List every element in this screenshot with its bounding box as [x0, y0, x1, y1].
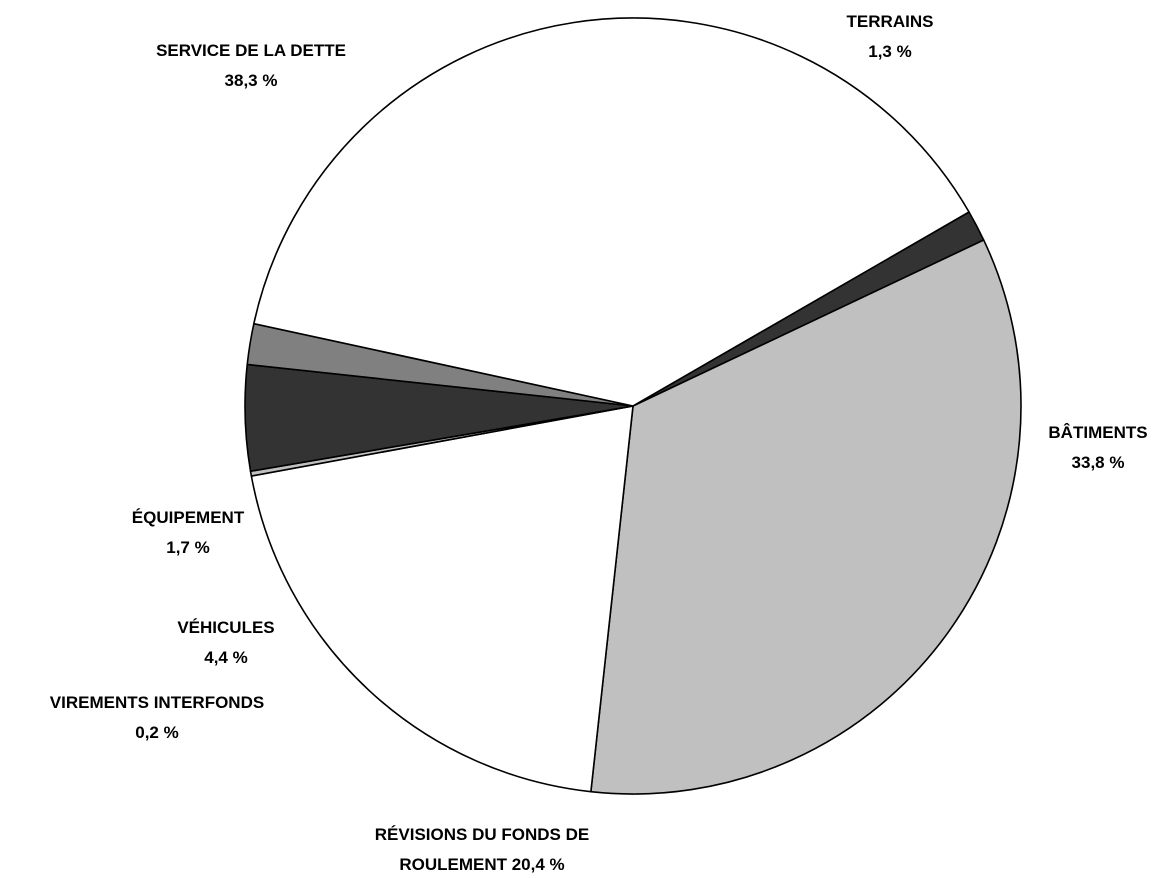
slice-label-line: 4,4 %: [204, 648, 247, 667]
pie-slice-1: [590, 239, 1022, 795]
pie-slice-2: [250, 405, 634, 793]
slice-label-1: BÂTIMENTS 33,8 %: [1048, 423, 1147, 472]
slice-label-line: BÂTIMENTS: [1048, 423, 1147, 442]
slice-label-line: TERRAINS: [847, 12, 934, 31]
slice-label-line: 0,2 %: [135, 723, 178, 742]
slice-label-line: 1,7 %: [166, 538, 209, 557]
slice-label-line: 38,3 %: [225, 71, 278, 90]
slice-label-5: ÉQUIPEMENT 1,7 %: [132, 508, 245, 557]
slice-label-2: RÉVISIONS DU FONDS DE ROULEMENT 20,4 %: [375, 825, 589, 874]
slice-label-0: TERRAINS 1,3 %: [847, 12, 934, 61]
slice-label-6: SERVICE DE LA DETTE 38,3 %: [156, 41, 346, 90]
slice-label-line: SERVICE DE LA DETTE: [156, 41, 346, 60]
pie-slice-6: [253, 17, 970, 407]
slice-label-line: 33,8 %: [1072, 453, 1125, 472]
slice-label-line: VÉHICULES: [177, 618, 274, 637]
slice-label-4: VÉHICULES 4,4 %: [177, 618, 274, 667]
slice-label-3: VIREMENTS INTERFONDS 0,2 %: [50, 693, 264, 742]
slice-label-line: ROULEMENT 20,4 %: [399, 855, 564, 874]
slice-label-line: RÉVISIONS DU FONDS DE: [375, 825, 589, 844]
slice-label-line: 1,3 %: [868, 42, 911, 61]
slice-label-line: ÉQUIPEMENT: [132, 508, 245, 527]
slice-label-line: VIREMENTS INTERFONDS: [50, 693, 264, 712]
pie-slices: [244, 17, 1022, 795]
pie-labels: TERRAINS 1,3 % BÂTIMENTS 33,8 % RÉVISIONS DU…: [50, 12, 1148, 874]
